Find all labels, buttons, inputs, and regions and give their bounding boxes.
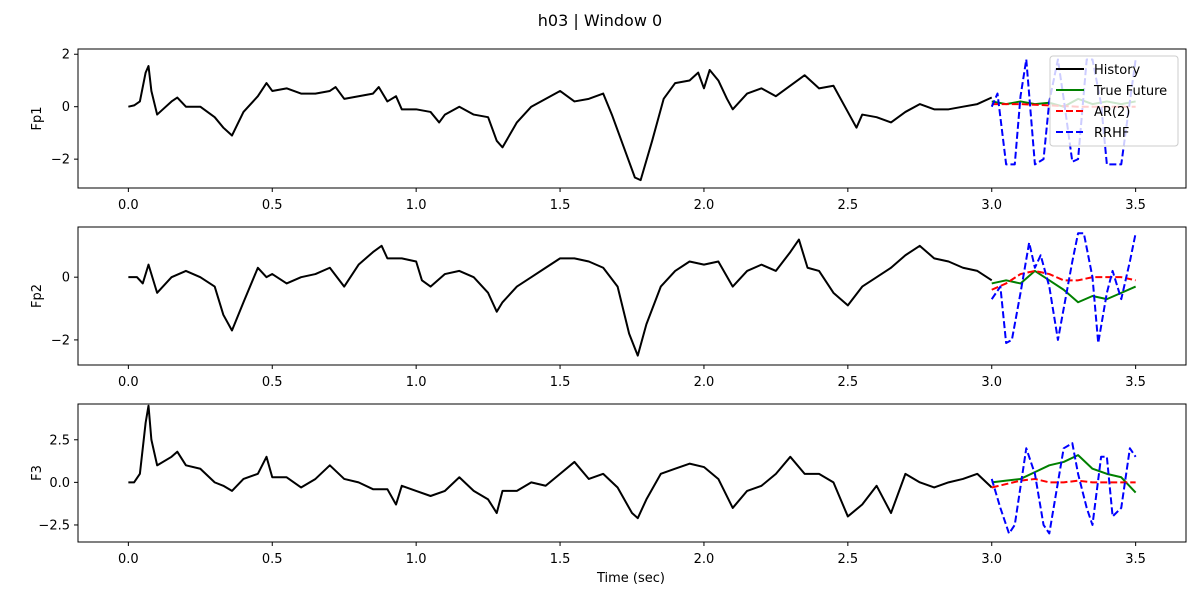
series-line-true-future xyxy=(991,454,1137,494)
x-tick-label: 0.0 xyxy=(118,375,139,390)
x-tick-label: 2.0 xyxy=(694,198,715,213)
y-tick-label: 0 xyxy=(62,100,70,115)
x-tick-label: 3.0 xyxy=(981,552,1002,567)
legend-box xyxy=(1049,55,1179,147)
x-tick-label: 2.5 xyxy=(838,375,859,390)
panel-fp2: 0.0 0.5 1.0 1.5 2.0 2.5 3.0 3.5 −2 0 Fp2 xyxy=(30,226,1187,390)
series-line-ar-2- xyxy=(991,477,1136,489)
y-axis-title: F3 xyxy=(30,465,45,481)
series-line-true-future xyxy=(991,269,1137,304)
x-tick-label: 0.5 xyxy=(262,552,283,567)
panels-layer: 0.0 0.5 1.0 1.5 2.0 2.5 3.0 3.5 −2 0 2 Fp1 History Tr… xyxy=(30,48,1187,567)
legend-label: RRHF xyxy=(1094,126,1129,141)
x-tick-label: 1.0 xyxy=(406,552,427,567)
y-tick-label: −2 xyxy=(51,153,70,168)
x-tick-label: 1.5 xyxy=(550,552,571,567)
series-line-rrhf xyxy=(990,442,1137,535)
x-tick-label: 2.5 xyxy=(838,552,859,567)
series-line-history xyxy=(128,65,993,182)
panel-series-group xyxy=(128,232,1137,357)
figure-title: h03 | Window 0 xyxy=(538,11,662,30)
x-tick-label: 1.0 xyxy=(406,198,427,213)
x-tick-label: 2.5 xyxy=(838,198,859,213)
legend-label: History xyxy=(1094,63,1141,78)
y-tick-label: −2.5 xyxy=(38,518,70,533)
y-axis-title: Fp2 xyxy=(30,284,45,308)
x-tick-label: 3.0 xyxy=(981,375,1002,390)
series-line-history xyxy=(128,404,993,520)
legend-label: AR(2) xyxy=(1094,105,1130,120)
y-tick-label: 0 xyxy=(62,271,70,286)
panel-frame xyxy=(77,403,1187,543)
panel-f3: 0.0 0.5 1.0 1.5 2.0 2.5 3.0 3.5 −2.5 0.0 2.5 F3 xyxy=(30,403,1187,567)
x-tick-label: 1.5 xyxy=(550,375,571,390)
x-tick-label: 0.0 xyxy=(118,198,139,213)
x-tick-label: 3.5 xyxy=(1125,552,1146,567)
x-tick-label: 1.5 xyxy=(550,198,571,213)
panel-fp1: 0.0 0.5 1.0 1.5 2.0 2.5 3.0 3.5 −2 0 2 Fp1 History Tr… xyxy=(30,48,1187,213)
panel-frame xyxy=(77,226,1187,366)
legend: History True Future AR(2) RRHF xyxy=(1049,55,1179,147)
x-axis-title: Time (sec) xyxy=(596,571,665,586)
y-tick-label: −2 xyxy=(51,333,70,348)
panel-frame xyxy=(77,48,1187,189)
y-axis-title: Fp1 xyxy=(30,106,45,130)
panel-series-group xyxy=(128,404,1137,535)
x-tick-label: 1.0 xyxy=(406,375,427,390)
x-tick-label: 0.5 xyxy=(262,198,283,213)
x-tick-label: 0.5 xyxy=(262,375,283,390)
x-tick-label: 3.0 xyxy=(981,198,1002,213)
x-tick-label: 2.0 xyxy=(694,552,715,567)
y-tick-label: 2.5 xyxy=(49,433,70,448)
x-tick-label: 3.5 xyxy=(1125,198,1146,213)
y-tick-label: 0.0 xyxy=(49,476,70,491)
x-tick-label: 0.0 xyxy=(118,552,139,567)
x-tick-label: 2.0 xyxy=(694,375,715,390)
series-line-rrhf xyxy=(990,232,1137,345)
legend-label: True Future xyxy=(1093,84,1167,99)
series-line-history xyxy=(128,238,993,357)
y-tick-label: 2 xyxy=(62,48,70,63)
x-tick-label: 3.5 xyxy=(1125,375,1146,390)
